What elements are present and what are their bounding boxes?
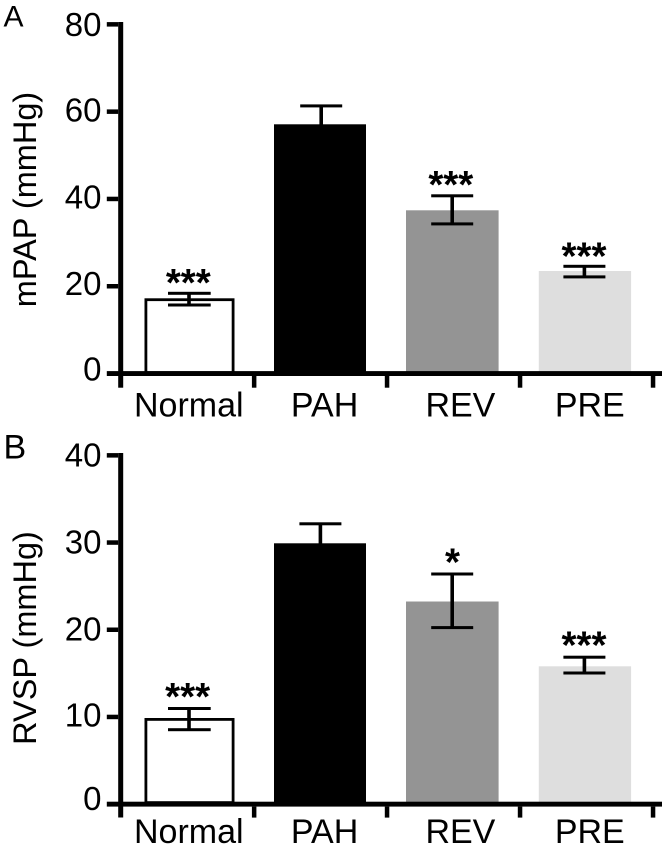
svg-text:B: B — [4, 429, 27, 467]
svg-text:20: 20 — [65, 610, 102, 647]
svg-text:mPAP (mmHg): mPAP (mmHg) — [7, 92, 43, 307]
svg-text:40: 40 — [65, 179, 102, 216]
svg-text:0: 0 — [83, 780, 101, 817]
svg-text:0: 0 — [83, 351, 101, 388]
svg-text:REV: REV — [425, 387, 495, 425]
svg-text:***: *** — [428, 164, 473, 207]
svg-text:***: *** — [562, 625, 607, 668]
svg-text:***: *** — [165, 676, 210, 719]
svg-text:40: 40 — [65, 436, 102, 473]
svg-text:*: * — [445, 542, 460, 585]
svg-text:30: 30 — [65, 523, 102, 560]
svg-text:PRE: PRE — [555, 813, 625, 847]
svg-text:A: A — [4, 1, 24, 34]
svg-text:REV: REV — [425, 813, 495, 847]
svg-text:***: *** — [562, 235, 607, 278]
svg-text:PAH: PAH — [291, 387, 358, 425]
svg-text:80: 80 — [65, 6, 102, 43]
svg-text:10: 10 — [65, 697, 102, 734]
svg-text:PRE: PRE — [555, 387, 625, 425]
svg-text:60: 60 — [65, 92, 102, 129]
svg-text:***: *** — [166, 262, 211, 305]
svg-text:RVSP (mmHg): RVSP (mmHg) — [7, 531, 43, 745]
svg-text:20: 20 — [65, 265, 102, 302]
svg-text:Normal: Normal — [134, 387, 244, 425]
svg-text:PAH: PAH — [291, 813, 358, 847]
svg-text:Normal: Normal — [134, 813, 244, 847]
